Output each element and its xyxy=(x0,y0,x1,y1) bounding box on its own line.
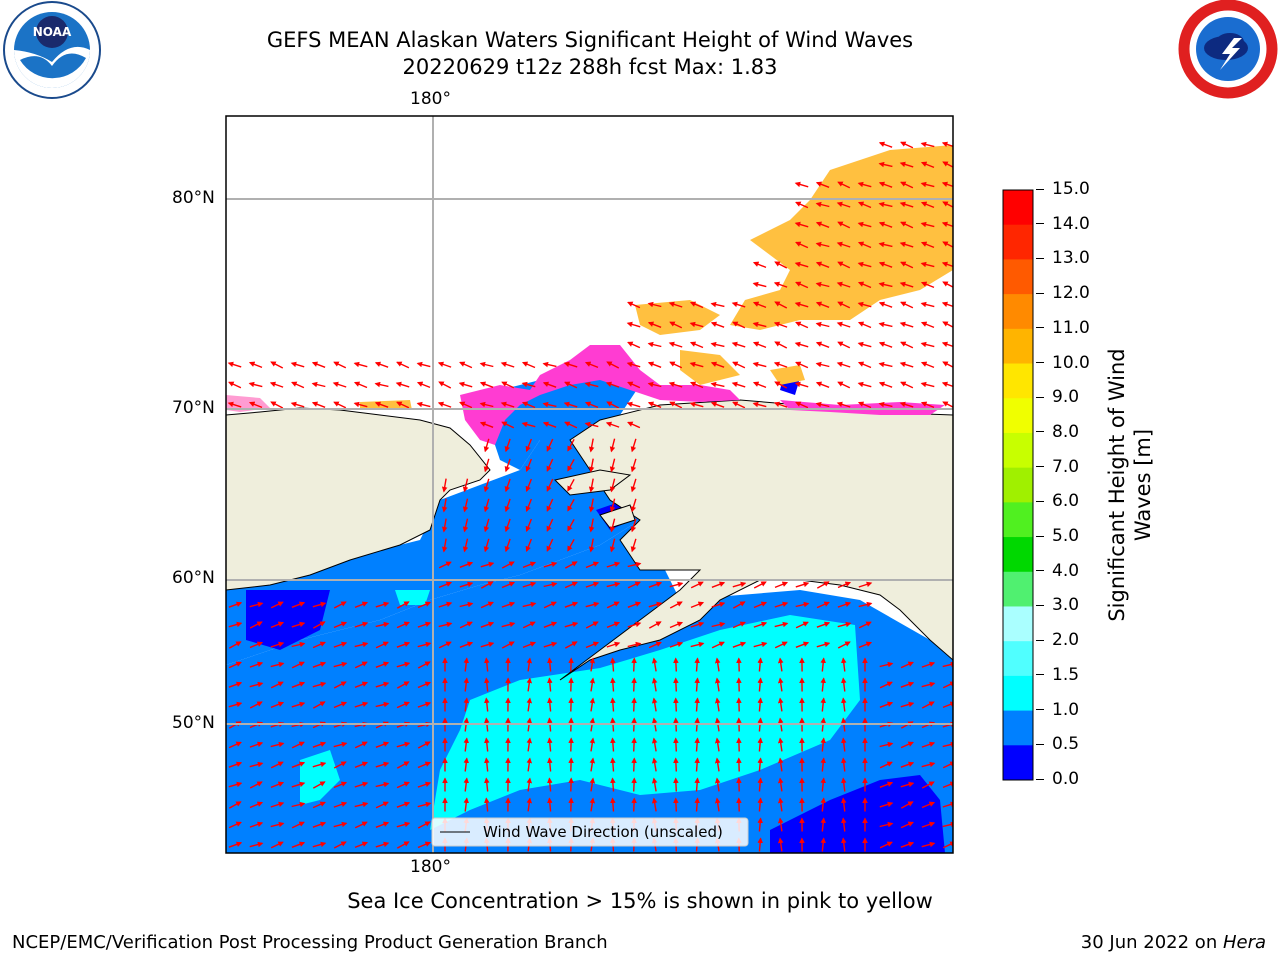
lat-label-80: 80°N xyxy=(172,188,215,208)
colorbar-tick-label: 0.0 xyxy=(1052,769,1079,789)
colorbar-tick-label: 1.5 xyxy=(1052,665,1079,685)
wave-direction-arrow xyxy=(634,779,635,792)
colorbar-bin xyxy=(1003,329,1033,364)
colorbar-tick-label: 6.0 xyxy=(1052,491,1079,511)
colorbar-tick-label: 0.5 xyxy=(1052,734,1079,754)
colorbar-tick-label: 9.0 xyxy=(1052,387,1079,407)
colorbar-tick: 4.0 xyxy=(1036,561,1079,581)
colorbar-tick-label: 7.0 xyxy=(1052,457,1079,477)
colorbar-bin xyxy=(1003,433,1033,468)
wave-direction-arrow xyxy=(676,679,677,692)
wave-direction-arrow xyxy=(613,779,614,792)
colorbar-tick: 10.0 xyxy=(1036,353,1090,373)
wave-direction-arrow xyxy=(697,659,698,672)
wave-direction-arrow xyxy=(634,799,635,812)
wave-direction-arrow xyxy=(697,759,698,772)
wave-direction-arrow xyxy=(613,759,614,772)
lon-label-bottom: 180° xyxy=(410,857,451,877)
colorbar-tick-label: 14.0 xyxy=(1052,214,1090,234)
colorbar-tick-label: 4.0 xyxy=(1052,561,1079,581)
colorbar-bin xyxy=(1003,225,1033,260)
map-legend: Wind Wave Direction (unscaled) xyxy=(432,818,748,846)
colorbar-tick: 7.0 xyxy=(1036,457,1079,477)
wave-direction-arrow xyxy=(613,699,614,712)
colorbar-bin xyxy=(1003,259,1033,294)
colorbar-label-line2: Waves [m] xyxy=(1130,325,1156,645)
colorbar-tick-label: 11.0 xyxy=(1052,318,1090,338)
wave-direction-arrow xyxy=(613,739,614,752)
colorbar-tick-label: 10.0 xyxy=(1052,353,1090,373)
colorbar-bin xyxy=(1003,676,1033,711)
wave-direction-arrow xyxy=(634,739,635,752)
colorbar-bin xyxy=(1003,711,1033,746)
colorbar-bin xyxy=(1003,606,1033,641)
timestamp-machine: Hera xyxy=(1223,932,1266,953)
timestamp-date: 30 Jun 2022 on xyxy=(1081,932,1223,953)
colorbar-tick-label: 15.0 xyxy=(1052,179,1090,199)
colorbar-bin xyxy=(1003,364,1033,399)
colorbar-bin xyxy=(1003,398,1033,433)
colorbar-tick: 14.0 xyxy=(1036,214,1090,234)
colorbar-tick: 0.0 xyxy=(1036,769,1079,789)
wave-direction-arrow xyxy=(634,699,635,712)
colorbar-tick: 9.0 xyxy=(1036,387,1079,407)
colorbar-tick-label: 5.0 xyxy=(1052,526,1079,546)
colorbar-bin xyxy=(1003,537,1033,572)
colorbar-tick-label: 13.0 xyxy=(1052,248,1090,268)
colorbar-bin xyxy=(1003,294,1033,329)
wave-direction-arrow xyxy=(676,699,677,712)
colorbar-tick: 2.0 xyxy=(1036,630,1079,650)
colorbar-tick: 12.0 xyxy=(1036,283,1090,303)
wave-direction-arrow xyxy=(697,679,698,692)
wave-direction-arrow xyxy=(634,679,635,692)
wave-direction-arrow xyxy=(697,799,698,812)
wave-direction-arrow xyxy=(634,659,635,672)
wave-direction-arrow xyxy=(634,759,635,772)
colorbar-tick-label: 2.0 xyxy=(1052,630,1079,650)
colorbar-tick-label: 8.0 xyxy=(1052,422,1079,442)
wave-direction-arrow xyxy=(613,679,614,692)
colorbar-tick: 1.5 xyxy=(1036,665,1079,685)
lat-label-60: 60°N xyxy=(172,568,215,588)
colorbar-tick: 15.0 xyxy=(1036,179,1090,199)
wave-direction-arrow xyxy=(676,759,677,772)
wave-direction-arrow xyxy=(613,659,614,672)
colorbar-tick: 5.0 xyxy=(1036,526,1079,546)
wave-direction-arrow xyxy=(676,779,677,792)
colorbar-bin xyxy=(1003,641,1033,676)
colorbar-tick: 13.0 xyxy=(1036,248,1090,268)
wave-direction-arrow xyxy=(697,779,698,792)
colorbar-tick: 1.0 xyxy=(1036,700,1079,720)
colorbar-bin xyxy=(1003,502,1033,537)
wave-direction-arrow xyxy=(697,739,698,752)
colorbar-tick-label: 3.0 xyxy=(1052,595,1079,615)
wave-direction-arrow xyxy=(676,659,677,672)
colorbar-tick: 6.0 xyxy=(1036,491,1079,511)
lat-label-70: 70°N xyxy=(172,398,215,418)
lon-label-top: 180° xyxy=(410,89,451,109)
colorbar-bin xyxy=(1003,190,1033,225)
wave-direction-arrow xyxy=(613,799,614,812)
timestamp: 30 Jun 2022 on Hera xyxy=(1081,932,1266,953)
colorbar-ticks: 15.0 14.0 13.0 12.0 11.0 10.0 9.0 8.0 7.0 6.0 5.0 4… xyxy=(1036,180,1106,790)
colorbar-tick-label: 1.0 xyxy=(1052,700,1079,720)
wave-direction-arrow xyxy=(676,739,677,752)
colorbar-tick-label: 12.0 xyxy=(1052,283,1090,303)
colorbar-bin xyxy=(1003,468,1033,503)
colorbar-bin xyxy=(1003,572,1033,607)
ice-note: Sea Ice Concentration > 15% is shown in … xyxy=(0,889,1280,913)
colorbar-label: Significant Height of Wind Waves [m] xyxy=(1100,180,1160,790)
colorbar-label-line1: Significant Height of Wind xyxy=(1104,325,1130,645)
legend-label: Wind Wave Direction (unscaled) xyxy=(483,823,723,841)
wave-direction-arrow xyxy=(676,799,677,812)
colorbar-tick: 0.5 xyxy=(1036,734,1079,754)
colorbar-bin xyxy=(1003,745,1033,780)
colorbar-tick: 11.0 xyxy=(1036,318,1090,338)
branch-credit: NCEP/EMC/Verification Post Processing Pr… xyxy=(12,932,608,953)
lat-label-50: 50°N xyxy=(172,713,215,733)
colorbar-tick: 3.0 xyxy=(1036,595,1079,615)
wave-direction-arrow xyxy=(697,699,698,712)
colorbar-tick: 8.0 xyxy=(1036,422,1079,442)
